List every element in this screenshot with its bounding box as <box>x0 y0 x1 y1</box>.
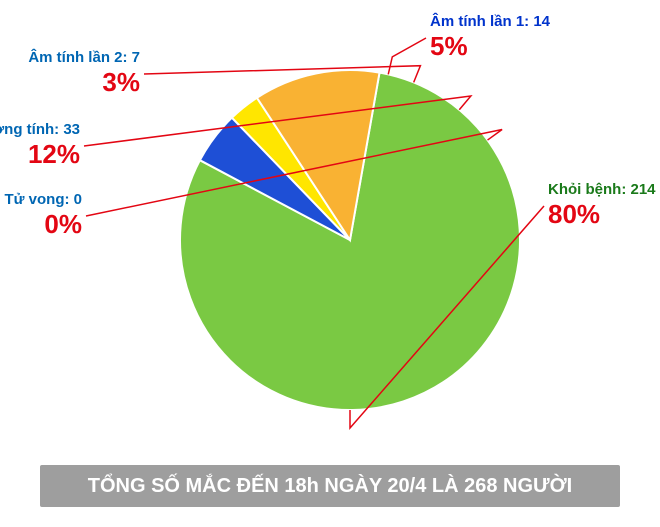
footer-text: TỔNG SỐ MẮC ĐẾN 18h NGÀY 20/4 LÀ 268 NGƯ… <box>88 475 573 497</box>
footer-summary: TỔNG SỐ MẮC ĐẾN 18h NGÀY 20/4 LÀ 268 NGƯ… <box>40 465 620 507</box>
label-positive-pct: 12% <box>0 139 80 170</box>
label-death-text: Tử vong: 0 <box>4 191 82 208</box>
label-neg1-pct: 5% <box>430 31 550 62</box>
label-neg2-text: Âm tính lần 2: 7 <box>28 49 140 66</box>
label-neg1-text: Âm tính lần 1: 14 <box>430 13 550 30</box>
leader-neg1 <box>388 38 426 74</box>
label-positive: Dương tính: 33 12% <box>0 120 80 170</box>
label-neg1: Âm tính lần 1: 14 5% <box>430 12 550 62</box>
label-death: Tử vong: 0 0% <box>4 190 82 240</box>
label-recovered-pct: 80% <box>548 199 656 230</box>
label-neg2: Âm tính lần 2: 7 3% <box>28 48 140 98</box>
label-recovered-text: Khỏi bệnh: 214 <box>548 181 656 198</box>
label-death-pct: 0% <box>4 209 82 240</box>
label-neg2-pct: 3% <box>28 67 140 98</box>
label-recovered: Khỏi bệnh: 214 80% <box>548 180 656 230</box>
pie-chart-container: Khỏi bệnh: 214 80% Âm tính lần 1: 14 5% … <box>0 0 660 460</box>
label-positive-text: Dương tính: 33 <box>0 121 80 138</box>
